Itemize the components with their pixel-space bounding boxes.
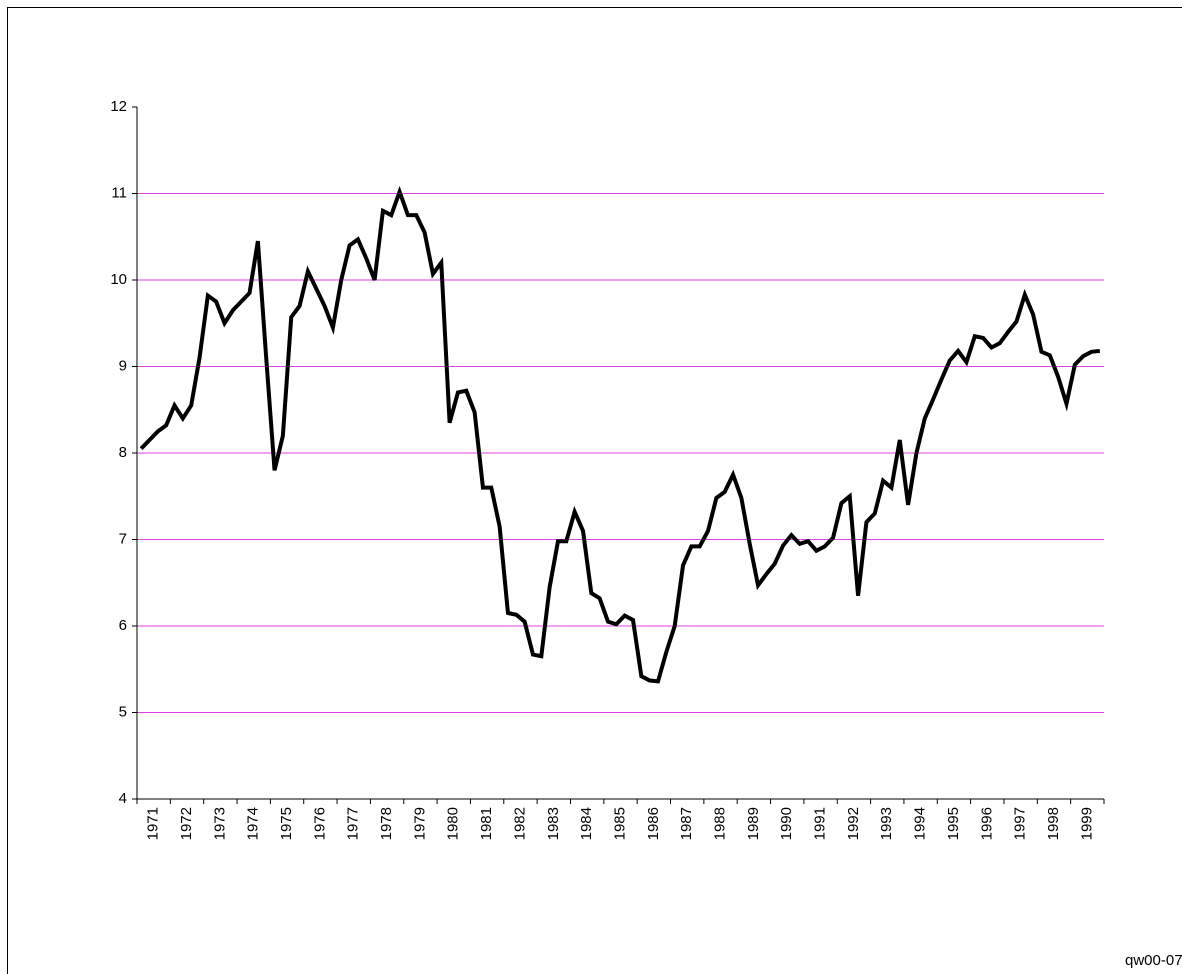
x-tick-label: 1979 xyxy=(411,807,428,840)
frame xyxy=(7,7,1182,974)
y-tick-label: 4 xyxy=(119,790,127,807)
x-tick-label: 1995 xyxy=(945,807,962,840)
x-tick-label: 1973 xyxy=(211,807,228,840)
x-tick-label: 1990 xyxy=(778,807,795,840)
x-tick-label: 1972 xyxy=(178,807,195,840)
x-tick-label: 1983 xyxy=(545,807,562,840)
x-tick-label: 1996 xyxy=(978,807,995,840)
y-tick-label: 10 xyxy=(110,271,127,288)
x-tick-label: 1991 xyxy=(812,807,829,840)
x-tick-label: 1980 xyxy=(445,807,462,840)
x-tick-label: 1987 xyxy=(678,807,695,840)
x-tick-label: 1997 xyxy=(1012,807,1029,840)
y-tick-label: 7 xyxy=(119,530,127,547)
x-tick-label: 1984 xyxy=(578,807,595,840)
x-tick-label: 1978 xyxy=(378,807,395,840)
x-tick-label: 1989 xyxy=(745,807,762,840)
x-tick-label: 1981 xyxy=(478,807,495,840)
x-tick-label: 1976 xyxy=(311,807,328,840)
y-tick-label: 12 xyxy=(110,98,127,115)
y-tick-label: 5 xyxy=(119,703,127,720)
y-tick-label: 8 xyxy=(119,444,127,461)
x-tick-label: 1994 xyxy=(912,807,929,840)
x-tick-label: 1988 xyxy=(712,807,729,840)
x-tick-label: 1993 xyxy=(878,807,895,840)
x-tick-label: 1971 xyxy=(145,807,162,840)
x-tick-label: 1985 xyxy=(611,807,628,840)
y-tick-label: 6 xyxy=(119,617,127,634)
data-line xyxy=(139,185,1101,684)
y-tick-label: 9 xyxy=(119,357,127,374)
x-tick-label: 1998 xyxy=(1045,807,1062,840)
x-tick-label: 1982 xyxy=(511,807,528,840)
x-tick-label: 1974 xyxy=(245,807,262,840)
x-tick-label: 1986 xyxy=(645,807,662,840)
x-tick-label: 1977 xyxy=(345,807,362,840)
x-tick-label: 1975 xyxy=(278,807,295,840)
x-tick-label: 1999 xyxy=(1078,807,1095,840)
x-tick-label: 1992 xyxy=(845,807,862,840)
y-tick-label: 11 xyxy=(111,184,127,201)
footnote: qw00-07b xyxy=(1125,952,1182,969)
